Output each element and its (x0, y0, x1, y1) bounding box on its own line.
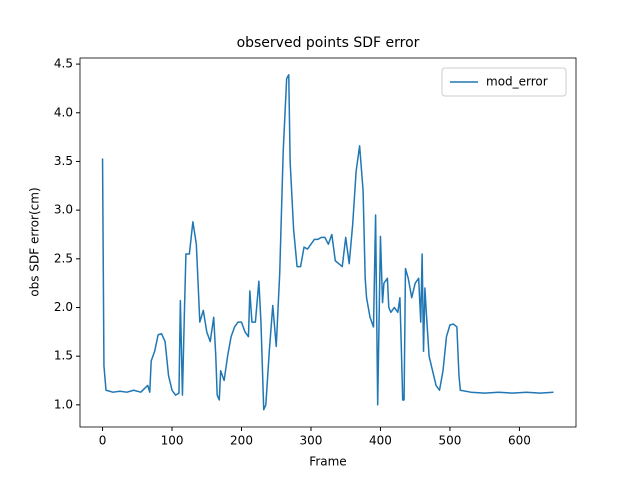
y-tick-label: 2.5 (54, 251, 73, 265)
x-tick-label: 0 (99, 434, 107, 448)
data-line (101, 74, 554, 411)
chart-title: observed points SDF error (237, 35, 420, 51)
legend-label: mod_error (486, 75, 548, 89)
x-tick-label: 100 (161, 434, 184, 448)
y-tick-label: 1.5 (54, 349, 73, 363)
x-axis-label: Frame (309, 455, 346, 469)
x-tick-label: 500 (438, 434, 461, 448)
x-tick-label: 200 (230, 434, 253, 448)
y-tick-label: 4.5 (54, 57, 73, 71)
y-axis-label: obs SDF error(cm) (28, 187, 42, 296)
y-tick-label: 3.0 (54, 203, 73, 217)
axes-frame (79, 57, 577, 428)
y-tick-label: 4.0 (54, 105, 73, 119)
legend-box (441, 67, 567, 97)
x-tick-label: 400 (369, 434, 392, 448)
y-tick-label: 1.0 (54, 397, 73, 411)
y-tick-label: 3.5 (54, 154, 73, 168)
y-tick-label: 2.0 (54, 300, 73, 314)
x-tick-label: 300 (300, 434, 323, 448)
x-tick-label: 600 (508, 434, 531, 448)
